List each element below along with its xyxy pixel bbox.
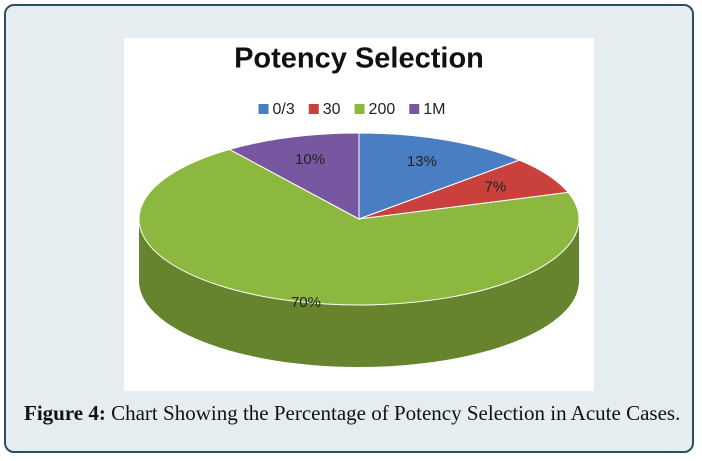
pie-slice (358, 132, 521, 220)
legend-label: 200 (369, 101, 396, 118)
legend-swatch (409, 104, 420, 114)
data-label: 13% (407, 153, 437, 170)
data-label: 70% (291, 294, 321, 311)
legend-swatch (308, 104, 319, 114)
pie-side (139, 219, 579, 367)
chart-title: Potency Selection (234, 43, 484, 75)
data-label: 10% (295, 151, 325, 168)
legend-swatch (258, 104, 269, 114)
pie-slice (138, 148, 580, 306)
caption-text: Chart Showing the Percentage of Potency … (111, 401, 681, 425)
legend-label: 30 (323, 101, 341, 118)
legend-label: 1M (423, 101, 445, 118)
pie-slice (228, 132, 360, 220)
figure-frame: Potency Selection 0/3 30 200 1M 13% 7% 70% 10% … (4, 4, 694, 453)
caption-label: Figure 4: (24, 401, 106, 425)
caption: Figure 4: Chart Showing the Percentage o… (24, 398, 690, 428)
legend-swatch (354, 104, 365, 114)
data-label: 7% (484, 178, 506, 195)
chart: Potency Selection 0/3 30 200 1M 13% 7% 70% 10% (124, 38, 594, 391)
legend-label: 0/3 (273, 101, 295, 118)
